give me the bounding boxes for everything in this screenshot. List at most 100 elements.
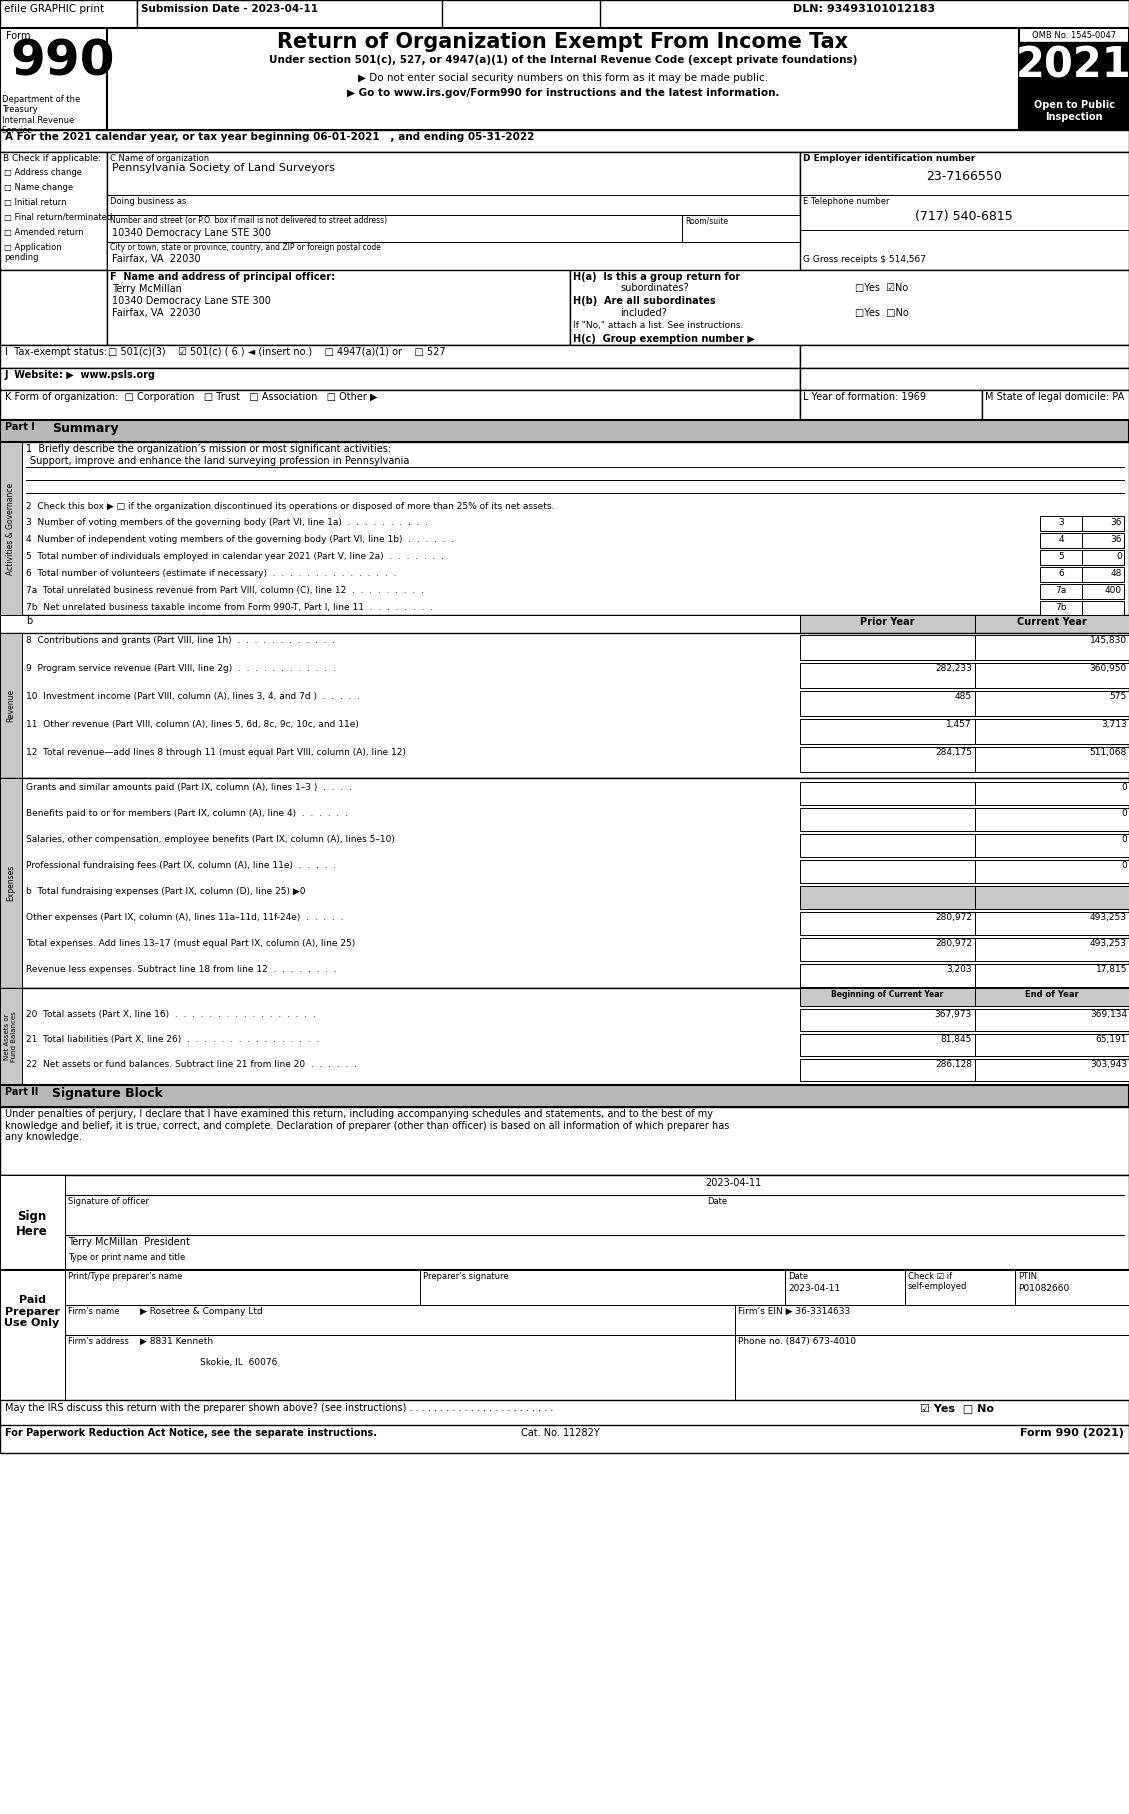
Text: D Employer identification number: D Employer identification number (803, 154, 975, 163)
Bar (800, 860, 975, 883)
Bar (0, 1270, 1129, 1400)
Text: 400: 400 (1105, 586, 1122, 595)
Text: 2021: 2021 (1016, 45, 1129, 87)
Bar (1040, 515, 1082, 532)
Bar (0, 989, 21, 1085)
Text: Room/suite: Room/suite (685, 216, 728, 225)
Bar (975, 782, 1129, 805)
Text: Submission Date - 2023-04-11: Submission Date - 2023-04-11 (141, 4, 318, 15)
Text: City or town, state or province, country, and ZIP or foreign postal code: City or town, state or province, country… (110, 243, 380, 252)
Bar (800, 938, 975, 961)
Bar (0, 270, 107, 345)
Text: 3: 3 (1058, 519, 1064, 528)
Bar (800, 152, 1129, 270)
Bar (905, 1270, 1015, 1304)
Bar (0, 1175, 1129, 1270)
Text: Signature of officer: Signature of officer (68, 1197, 149, 1206)
Bar (975, 834, 1129, 856)
Bar (975, 1059, 1129, 1081)
Text: 3,713: 3,713 (1101, 720, 1127, 729)
Text: 10340 Democracy Lane STE 300: 10340 Democracy Lane STE 300 (112, 229, 271, 238)
Text: 6: 6 (1058, 570, 1064, 579)
Bar (0, 989, 1129, 1085)
Bar (107, 241, 800, 270)
Text: □ Amended return: □ Amended return (5, 229, 84, 238)
Text: ▶ 8831 Kenneth: ▶ 8831 Kenneth (140, 1337, 213, 1346)
Text: Under section 501(c), 527, or 4947(a)(1) of the Internal Revenue Code (except pr: Under section 501(c), 527, or 4947(a)(1)… (269, 54, 857, 65)
Text: 12  Total revenue—add lines 8 through 11 (must equal Part VIII, column (A), line: 12 Total revenue—add lines 8 through 11 … (26, 747, 405, 756)
Text: Current Year: Current Year (1017, 617, 1087, 628)
Text: Support, improve and enhance the land surveying profession in Pennsylvania: Support, improve and enhance the land su… (30, 455, 410, 466)
Text: 5  Total number of individuals employed in calendar year 2021 (Part V, line 2a) : 5 Total number of individuals employed i… (26, 551, 444, 561)
Bar (800, 390, 982, 421)
Text: efile GRAPHIC print: efile GRAPHIC print (5, 4, 104, 15)
Text: Part II: Part II (5, 1087, 38, 1097)
Text: Under penalties of perjury, I declare that I have examined this return, includin: Under penalties of perjury, I declare th… (5, 1108, 729, 1143)
Bar (0, 390, 800, 421)
Text: 511,068: 511,068 (1089, 747, 1127, 756)
Bar (0, 131, 1129, 152)
Bar (0, 0, 1129, 27)
Bar (0, 0, 137, 27)
Text: 369,134: 369,134 (1089, 1010, 1127, 1019)
Bar (1082, 568, 1124, 582)
Text: 493,253: 493,253 (1089, 912, 1127, 922)
Text: F  Name and address of principal officer:: F Name and address of principal officer: (110, 272, 335, 281)
Text: Benefits paid to or for members (Part IX, column (A), line 4)  .  .  .  .  .  .: Benefits paid to or for members (Part IX… (26, 809, 348, 818)
Bar (137, 0, 441, 27)
Text: Firm’s EIN ▶ 36-3314633: Firm’s EIN ▶ 36-3314633 (738, 1308, 850, 1315)
Text: Date: Date (788, 1272, 808, 1281)
Bar (975, 938, 1129, 961)
Text: 303,943: 303,943 (1089, 1059, 1127, 1068)
Text: (717) 540-6815: (717) 540-6815 (916, 210, 1013, 223)
Text: □ Initial return: □ Initial return (5, 198, 67, 207)
Bar (107, 270, 570, 345)
Text: For Paperwork Reduction Act Notice, see the separate instructions.: For Paperwork Reduction Act Notice, see … (5, 1428, 377, 1439)
Text: Department of the
Treasury
Internal Revenue
Service: Department of the Treasury Internal Reve… (2, 94, 80, 136)
Bar (975, 635, 1129, 660)
Bar (800, 747, 975, 773)
Text: 4: 4 (1058, 535, 1064, 544)
Text: Summary: Summary (52, 423, 119, 435)
Text: Check ☑ if
self-employed: Check ☑ if self-employed (908, 1272, 968, 1292)
Bar (800, 635, 975, 660)
Bar (975, 989, 1129, 1007)
Bar (0, 1085, 1129, 1107)
Text: 0: 0 (1117, 551, 1122, 561)
Text: 280,972: 280,972 (935, 912, 972, 922)
Text: Other expenses (Part IX, column (A), lines 11a–11d, 11f-24e)  .  .  .  .  .: Other expenses (Part IX, column (A), lin… (26, 912, 343, 922)
Text: Grants and similar amounts paid (Part IX, column (A), lines 1–3 )  .  .  .  .: Grants and similar amounts paid (Part IX… (26, 784, 352, 793)
Text: b  Total fundraising expenses (Part IX, column (D), line 25) ▶0: b Total fundraising expenses (Part IX, c… (26, 887, 306, 896)
Text: □ 501(c)(3)    ☑ 501(c) ( 6 ) ◄ (insert no.)    □ 4947(a)(1) or    □ 527: □ 501(c)(3) ☑ 501(c) ( 6 ) ◄ (insert no.… (108, 346, 446, 357)
Text: 23-7166550: 23-7166550 (926, 171, 1001, 183)
Text: Form: Form (6, 31, 30, 42)
Text: 36: 36 (1111, 519, 1122, 528)
Text: 575: 575 (1110, 691, 1127, 700)
Bar (1015, 1270, 1129, 1304)
Text: 1  Briefly describe the organization’s mission or most significant activities:: 1 Briefly describe the organization’s mi… (26, 444, 391, 454)
Text: PTIN: PTIN (1018, 1272, 1038, 1281)
Bar (800, 662, 975, 688)
Text: Net Assets or
Fund Balances: Net Assets or Fund Balances (5, 1010, 18, 1061)
Text: Professional fundraising fees (Part IX, column (A), line 11e)  .  .  .  .  .: Professional fundraising fees (Part IX, … (26, 862, 336, 871)
Bar (0, 778, 1129, 989)
Text: 8  Contributions and grants (Part VIII, line 1h)  .  .  .  .  .  .  .  .  .  .  : 8 Contributions and grants (Part VIII, l… (26, 637, 335, 646)
Text: 7b: 7b (1056, 602, 1067, 611)
Text: I  Tax-exempt status:: I Tax-exempt status: (5, 346, 107, 357)
Text: 0: 0 (1121, 834, 1127, 844)
Text: Preparer’s signature: Preparer’s signature (423, 1272, 509, 1281)
Text: 21  Total liabilities (Part X, line 26)  .  .  .  .  .  .  .  .  .  .  .  .  .  : 21 Total liabilities (Part X, line 26) .… (26, 1036, 320, 1045)
Text: 11  Other revenue (Part VIII, column (A), lines 5, 6d, 8c, 9c, 10c, and 11e): 11 Other revenue (Part VIII, column (A),… (26, 720, 359, 729)
Text: Total expenses. Add lines 13–17 (must equal Part IX, column (A), line 25): Total expenses. Add lines 13–17 (must eq… (26, 940, 356, 949)
Text: □Yes  □No: □Yes □No (855, 308, 909, 317)
Text: 284,175: 284,175 (935, 747, 972, 756)
Text: 0: 0 (1121, 862, 1127, 871)
Text: ☑ Yes  □ No: ☑ Yes □ No (920, 1402, 994, 1413)
Text: Terry McMillan  President: Terry McMillan President (68, 1237, 190, 1246)
Text: 5: 5 (1058, 551, 1064, 561)
Text: □ Address change: □ Address change (5, 169, 82, 178)
Text: Phone no. (847) 673-4010: Phone no. (847) 673-4010 (738, 1337, 856, 1346)
Text: 286,128: 286,128 (935, 1059, 972, 1068)
Text: Type or print name and title: Type or print name and title (68, 1253, 185, 1263)
Text: 0: 0 (1121, 784, 1127, 793)
